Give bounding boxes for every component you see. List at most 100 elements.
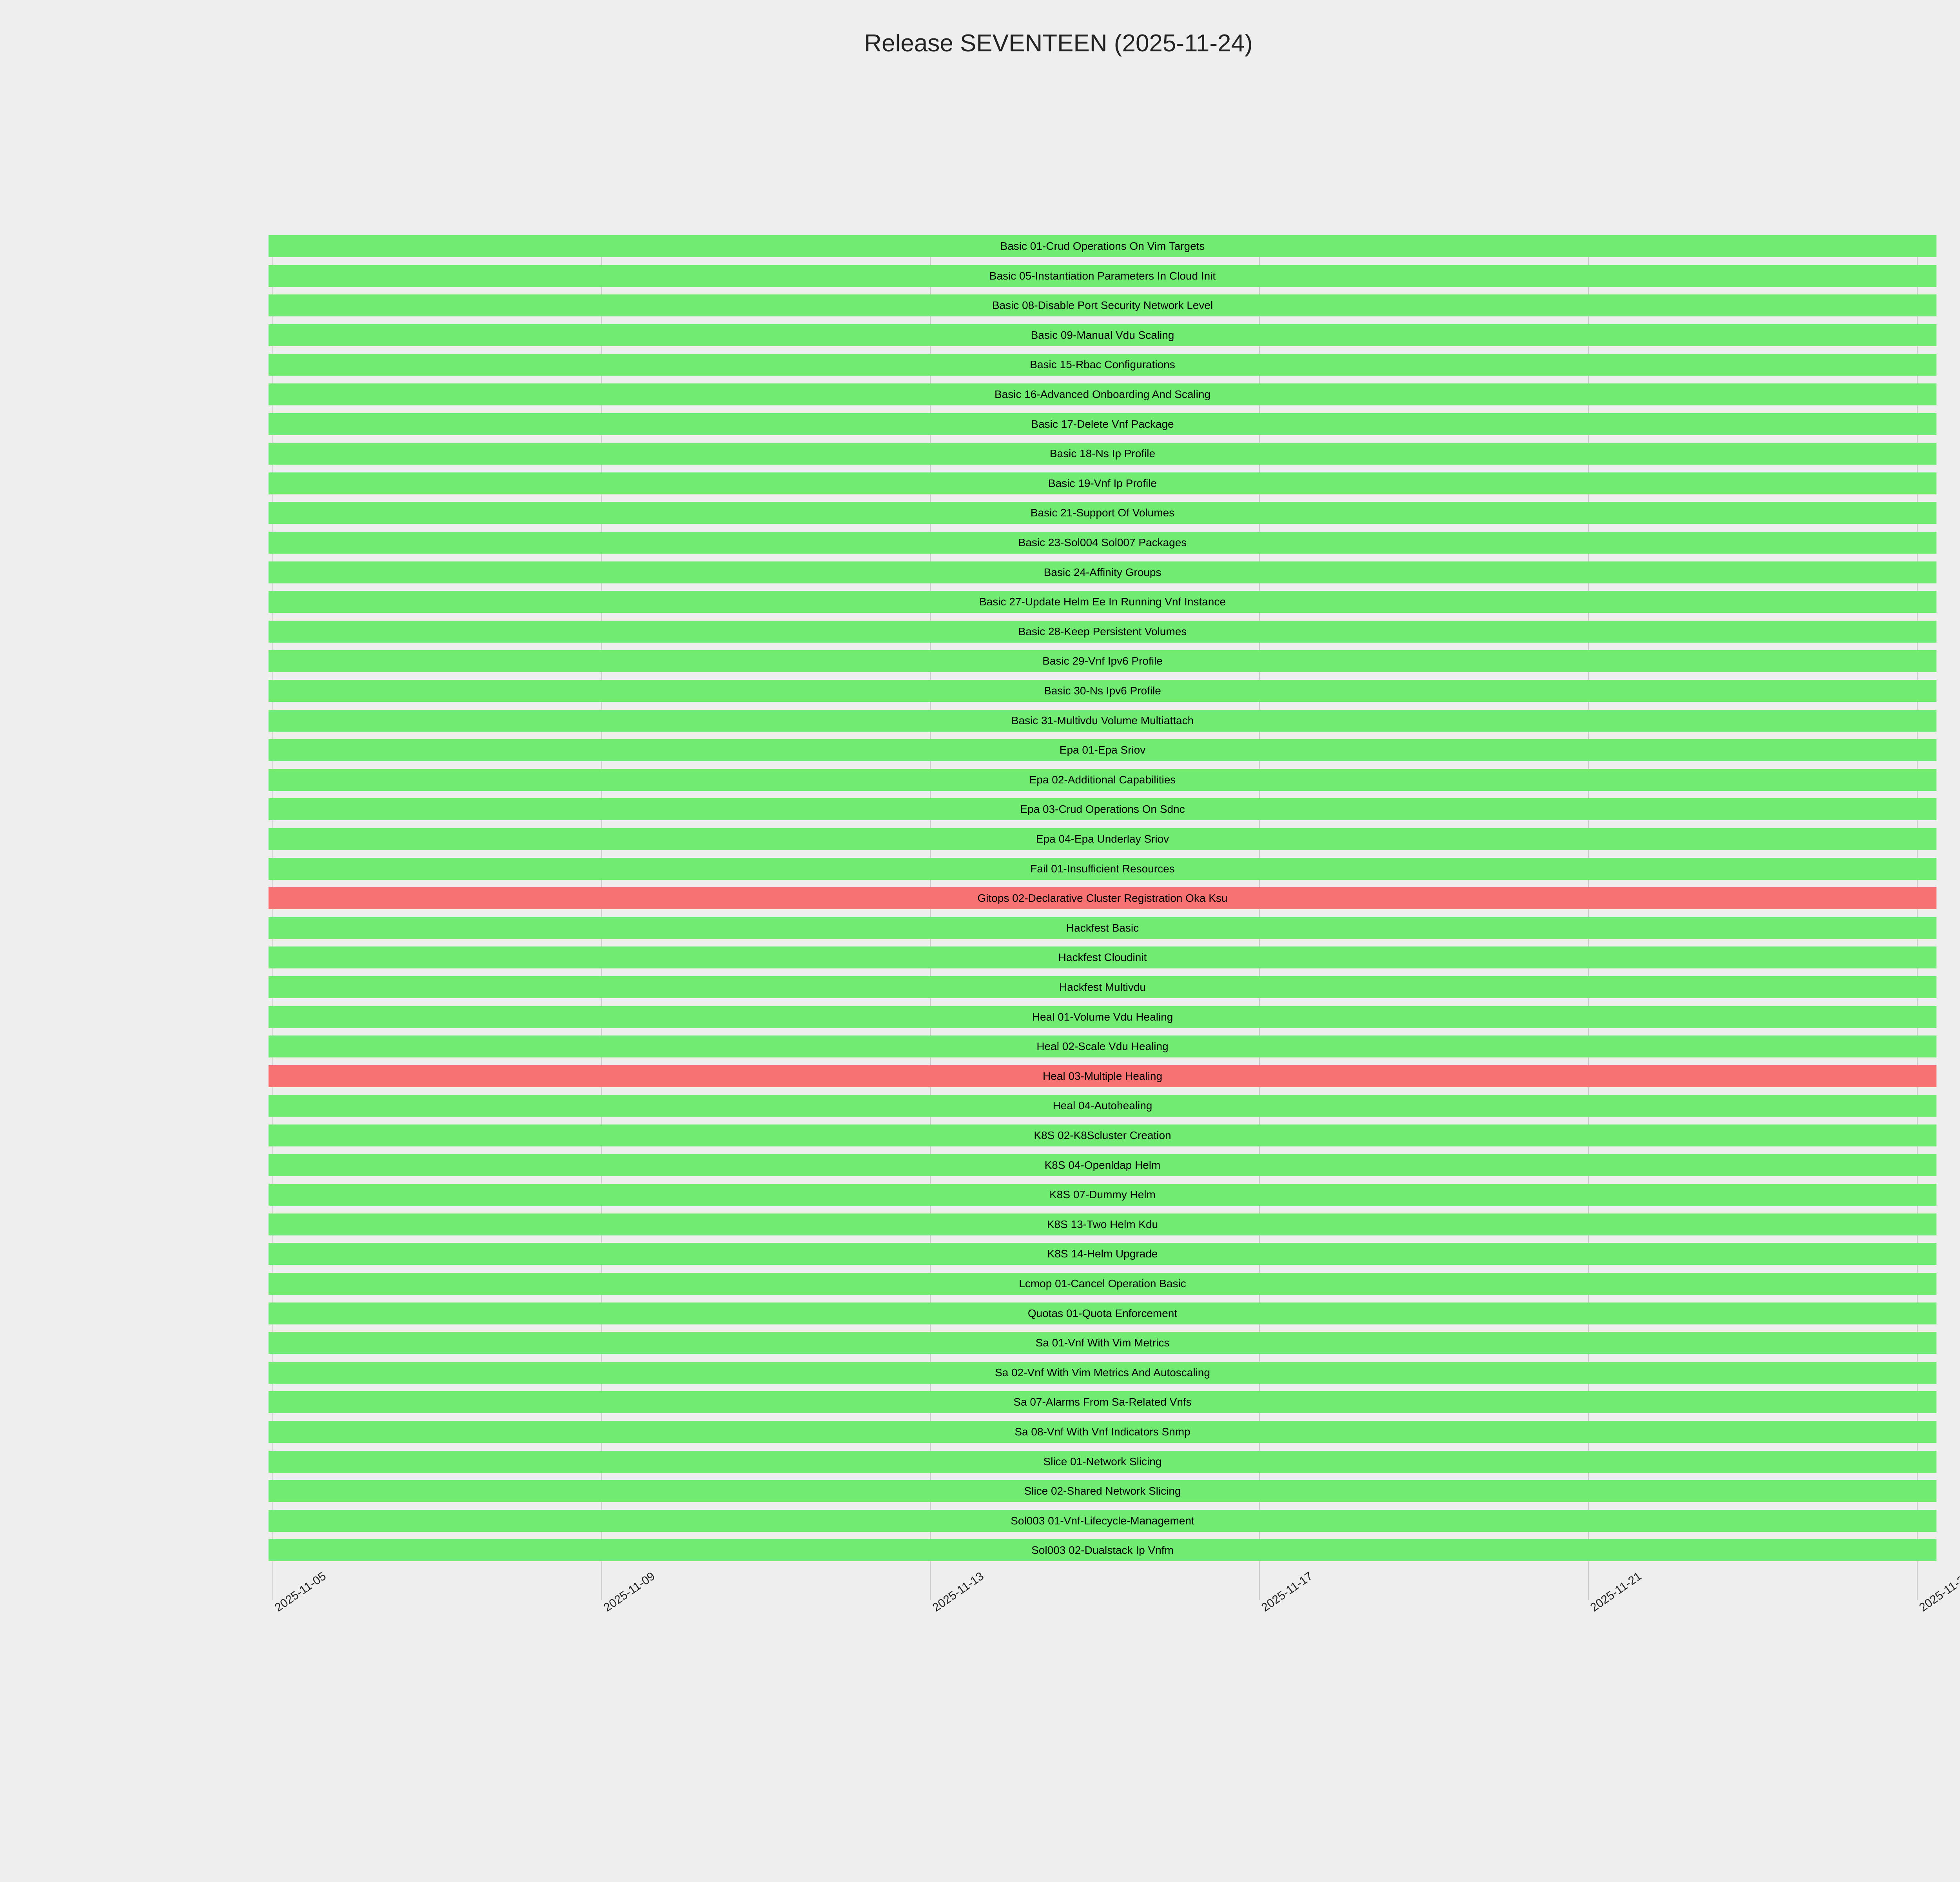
task-label: Hackfest Multivdu [269,976,1936,998]
task-row[interactable]: Basic 18-Ns Ip Profile [269,443,1936,465]
x-axis-tick-label: 2025-11-09 [601,1570,657,1615]
task-row[interactable]: Basic 31-Multivdu Volume Multiattach [269,710,1936,732]
task-row[interactable]: Basic 21-Support Of Volumes [269,502,1936,524]
task-row[interactable]: K8S 07-Dummy Helm [269,1184,1936,1206]
task-label: Basic 19-Vnf Ip Profile [269,472,1936,494]
x-axis-tick-label: 2025-11-17 [1259,1570,1315,1615]
task-label: Basic 31-Multivdu Volume Multiattach [269,710,1936,732]
task-label: K8S 04-Openldap Helm [269,1154,1936,1176]
task-label: Gitops 02-Declarative Cluster Registrati… [269,887,1936,909]
task-label: Sa 01-Vnf With Vim Metrics [269,1332,1936,1354]
task-label: Basic 21-Support Of Volumes [269,502,1936,524]
task-row[interactable]: Heal 02-Scale Vdu Healing [269,1035,1936,1057]
task-label: Basic 01-Crud Operations On Vim Targets [269,235,1936,257]
task-label: Epa 03-Crud Operations On Sdnc [269,798,1936,820]
task-label: Basic 09-Manual Vdu Scaling [269,324,1936,346]
task-label: Sol003 02-Dualstack Ip Vnfm [269,1539,1936,1561]
task-row[interactable]: Basic 19-Vnf Ip Profile [269,472,1936,494]
task-label: Basic 17-Delete Vnf Package [269,413,1936,435]
task-row[interactable]: Quotas 01-Quota Enforcement [269,1303,1936,1324]
x-axis-tick-label: 2025-11-05 [272,1570,328,1615]
task-row[interactable]: Basic 15-Rbac Configurations [269,354,1936,376]
task-row[interactable]: Hackfest Cloudinit [269,946,1936,968]
task-row[interactable]: Basic 05-Instantiation Parameters In Clo… [269,265,1936,287]
gantt-chart-container: Release SEVENTEEN (2025-11-24) Basic 01-… [0,0,1960,1882]
task-row[interactable]: Heal 04-Autohealing [269,1095,1936,1117]
x-axis-labels-container: 2025-11-05 2025-11-09 2025-11-13 2025-11-17… [269,1600,1936,1717]
task-row[interactable]: Slice 02-Shared Network Slicing [269,1480,1936,1502]
task-label: Basic 29-Vnf Ipv6 Profile [269,650,1936,672]
task-row[interactable]: Basic 08-Disable Port Security Network L… [269,294,1936,316]
task-row[interactable]: Slice 01-Network Slicing [269,1451,1936,1473]
task-label: K8S 14-Helm Upgrade [269,1243,1936,1265]
task-row[interactable]: K8S 13-Two Helm Kdu [269,1213,1936,1235]
task-label: Epa 02-Additional Capabilities [269,769,1936,791]
task-row[interactable]: Sa 01-Vnf With Vim Metrics [269,1332,1936,1354]
task-label: Heal 01-Volume Vdu Healing [269,1006,1936,1028]
task-label: Hackfest Cloudinit [269,946,1936,968]
task-row[interactable]: Hackfest Basic [269,917,1936,939]
task-label: Basic 30-Ns Ipv6 Profile [269,680,1936,702]
task-label: Sa 02-Vnf With Vim Metrics And Autoscali… [269,1362,1936,1384]
task-row[interactable]: Hackfest Multivdu [269,976,1936,998]
task-row[interactable]: Basic 17-Delete Vnf Package [269,413,1936,435]
task-row[interactable]: Epa 02-Additional Capabilities [269,769,1936,791]
task-label: Sa 08-Vnf With Vnf Indicators Snmp [269,1421,1936,1443]
task-row[interactable]: Sol003 01-Vnf-Lifecycle-Management [269,1510,1936,1532]
task-row[interactable]: Sa 07-Alarms From Sa-Related Vnfs [269,1391,1936,1413]
task-label: Basic 18-Ns Ip Profile [269,443,1936,465]
task-row[interactable]: Basic 30-Ns Ipv6 Profile [269,680,1936,702]
task-label: Hackfest Basic [269,917,1936,939]
task-row[interactable]: Epa 01-Epa Sriov [269,739,1936,761]
task-row[interactable]: Sa 08-Vnf With Vnf Indicators Snmp [269,1421,1936,1443]
task-label: Basic 08-Disable Port Security Network L… [269,294,1936,316]
task-row[interactable]: Basic 01-Crud Operations On Vim Targets [269,235,1936,257]
task-row[interactable]: Fail 01-Insufficient Resources [269,858,1936,880]
task-row[interactable]: Gitops 02-Declarative Cluster Registrati… [269,887,1936,909]
x-axis-tick-label: 2025-11-25 [1917,1570,1960,1615]
plot-area: Basic 01-Crud Operations On Vim Targets B… [269,235,1935,1600]
task-label: Basic 15-Rbac Configurations [269,354,1936,376]
task-row[interactable]: Basic 23-Sol004 Sol007 Packages [269,532,1936,554]
task-row[interactable]: Basic 28-Keep Persistent Volumes [269,621,1936,643]
task-label: Epa 01-Epa Sriov [269,739,1936,761]
x-axis-tick-label: 2025-11-21 [1588,1570,1644,1615]
task-label: Basic 24-Affinity Groups [269,561,1936,583]
task-row[interactable]: Basic 27-Update Helm Ee In Running Vnf I… [269,591,1936,613]
task-label: K8S 07-Dummy Helm [269,1184,1936,1206]
task-label: Sa 07-Alarms From Sa-Related Vnfs [269,1391,1936,1413]
task-row[interactable]: Lcmop 01-Cancel Operation Basic [269,1273,1936,1295]
task-label: Basic 23-Sol004 Sol007 Packages [269,532,1936,554]
task-row[interactable]: Heal 03-Multiple Healing [269,1065,1936,1087]
task-label: Heal 03-Multiple Healing [269,1065,1936,1087]
task-label: Basic 28-Keep Persistent Volumes [269,621,1936,643]
task-row[interactable]: Epa 04-Epa Underlay Sriov [269,828,1936,850]
task-label: Basic 05-Instantiation Parameters In Clo… [269,265,1936,287]
x-axis-tick-label: 2025-11-13 [930,1570,986,1615]
task-row[interactable]: K8S 04-Openldap Helm [269,1154,1936,1176]
chart-title: Release SEVENTEEN (2025-11-24) [0,29,1960,57]
task-label: Quotas 01-Quota Enforcement [269,1303,1936,1324]
task-row[interactable]: Sa 02-Vnf With Vim Metrics And Autoscali… [269,1362,1936,1384]
task-label: Epa 04-Epa Underlay Sriov [269,828,1936,850]
task-label: Heal 02-Scale Vdu Healing [269,1035,1936,1057]
task-row[interactable]: K8S 02-K8Scluster Creation [269,1124,1936,1146]
task-label: Basic 27-Update Helm Ee In Running Vnf I… [269,591,1936,613]
task-row[interactable]: Basic 29-Vnf Ipv6 Profile [269,650,1936,672]
task-row[interactable]: Sol003 02-Dualstack Ip Vnfm [269,1539,1936,1561]
task-label: Fail 01-Insufficient Resources [269,858,1936,880]
task-row[interactable]: Basic 24-Affinity Groups [269,561,1936,583]
task-row[interactable]: Epa 03-Crud Operations On Sdnc [269,798,1936,820]
task-label: K8S 02-K8Scluster Creation [269,1124,1936,1146]
task-label: Basic 16-Advanced Onboarding And Scaling [269,383,1936,405]
task-label: K8S 13-Two Helm Kdu [269,1213,1936,1235]
task-row[interactable]: Basic 16-Advanced Onboarding And Scaling [269,383,1936,405]
task-label: Lcmop 01-Cancel Operation Basic [269,1273,1936,1295]
task-row[interactable]: Basic 09-Manual Vdu Scaling [269,324,1936,346]
task-label: Slice 02-Shared Network Slicing [269,1480,1936,1502]
task-label: Heal 04-Autohealing [269,1095,1936,1117]
task-label: Slice 01-Network Slicing [269,1451,1936,1473]
task-row[interactable]: Heal 01-Volume Vdu Healing [269,1006,1936,1028]
task-row[interactable]: K8S 14-Helm Upgrade [269,1243,1936,1265]
task-label: Sol003 01-Vnf-Lifecycle-Management [269,1510,1936,1532]
